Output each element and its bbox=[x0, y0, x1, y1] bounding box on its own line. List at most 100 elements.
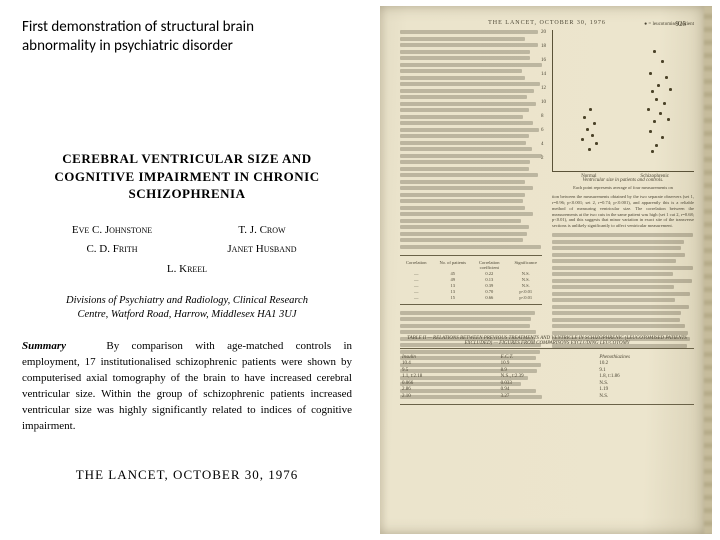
table-row: — 450.22 N.S. bbox=[400, 271, 542, 276]
body-text-line bbox=[552, 305, 689, 309]
scanned-page: THE LANCET, OCTOBER 30, 1976 925 Correla… bbox=[380, 6, 712, 534]
td: N.S. bbox=[510, 271, 543, 276]
chart-x-label: Schizophrenic bbox=[640, 174, 669, 179]
affiliation-line: Centre, Watford Road, Harrow, Middlesex … bbox=[77, 309, 296, 320]
table-row: —130.70p<0.01 bbox=[400, 289, 542, 294]
table-col: Insulin10.49.51.1, t:2.180.0662.862.10 bbox=[402, 353, 495, 400]
body-text-line bbox=[400, 56, 530, 60]
chart-y-tick: 18 bbox=[541, 44, 546, 49]
td: 13 bbox=[437, 289, 470, 294]
body-text-line bbox=[400, 324, 530, 328]
td: 0.22 bbox=[473, 271, 506, 276]
chart-y-tick: 2 bbox=[541, 156, 544, 161]
body-text-line bbox=[400, 37, 525, 41]
author: Eve C. Johnstone bbox=[37, 221, 187, 241]
td: — bbox=[400, 295, 433, 300]
td: 3.27 bbox=[501, 394, 594, 399]
body-text-line bbox=[552, 253, 685, 257]
td: 10.4 bbox=[402, 361, 495, 366]
journal-date: THE LANCET, OCTOBER 30, 1976 bbox=[22, 467, 352, 483]
chart-y-tick: 12 bbox=[541, 86, 546, 91]
td: — bbox=[400, 283, 433, 288]
author: T. J. Crow bbox=[187, 221, 337, 241]
td: 1.19 bbox=[599, 387, 692, 392]
scan-table-1: Correlation No. of patients Correlation … bbox=[400, 255, 542, 305]
body-text-line bbox=[400, 89, 534, 93]
chart-point bbox=[655, 144, 658, 147]
chart-y-tick: 6 bbox=[541, 128, 544, 133]
body-text-line bbox=[400, 69, 522, 73]
chart-y-tick: 10 bbox=[541, 100, 546, 105]
body-text-line bbox=[552, 279, 692, 283]
td: 1.1, t:2.18 bbox=[402, 374, 495, 379]
title-line: COGNITIVE IMPAIRMENT IN CHRONIC bbox=[54, 169, 319, 184]
chart-point bbox=[586, 128, 589, 131]
body-text-line bbox=[400, 128, 539, 132]
body-text-line bbox=[400, 186, 533, 190]
th: No. of patients bbox=[437, 260, 470, 270]
chart-caption: Ventricular size in patients and control… bbox=[552, 178, 694, 183]
td: N.S. bbox=[510, 277, 543, 282]
chart-point bbox=[649, 72, 652, 75]
body-text-line bbox=[400, 115, 523, 119]
chart-point bbox=[588, 148, 591, 151]
body-text-line bbox=[400, 330, 536, 334]
chart-point bbox=[659, 112, 662, 115]
td: 45 bbox=[437, 271, 470, 276]
table-col: Phenothiazines10.29.11.8, t:1.86N.S.1.19… bbox=[599, 353, 692, 400]
td: 1.8, t:1.86 bbox=[599, 374, 692, 379]
td: 0.13 bbox=[473, 277, 506, 282]
td: — bbox=[400, 289, 433, 294]
td: 10.9 bbox=[501, 361, 594, 366]
body-text-line bbox=[552, 318, 680, 322]
chart-point bbox=[651, 150, 654, 153]
summary-text: By comparison with age-matched controls … bbox=[22, 340, 352, 432]
title-line: CEREBRAL VENTRICULAR SIZE AND bbox=[62, 151, 311, 166]
body-text-line bbox=[400, 76, 525, 80]
author: Janet Husband bbox=[187, 240, 337, 260]
td: N.S. bbox=[510, 283, 543, 288]
affiliation: Divisions of Psychiatry and Radiology, C… bbox=[22, 294, 352, 321]
chart-y-tick: 8 bbox=[541, 114, 544, 119]
chart-point bbox=[591, 134, 594, 137]
scan-table-2: Insulin10.49.51.1, t:2.180.0662.862.10 E… bbox=[400, 348, 694, 405]
body-text-line bbox=[400, 95, 527, 99]
body-text-line bbox=[552, 285, 674, 289]
td: — bbox=[400, 271, 433, 276]
chart-point bbox=[649, 130, 652, 133]
table-row: —130.39N.S. bbox=[400, 283, 542, 288]
table-group-header: Phenothiazines bbox=[599, 355, 692, 360]
body-text-line bbox=[400, 206, 525, 210]
paper-title: CEREBRAL VENTRICULAR SIZE AND COGNITIVE … bbox=[22, 150, 352, 203]
th: Correlation bbox=[400, 260, 433, 270]
td: N.S., t:2.39 bbox=[501, 374, 594, 379]
body-text-line bbox=[400, 160, 530, 164]
chart-point bbox=[653, 120, 656, 123]
ventricular-size-chart: ● = leucotomised patient 201816141210864… bbox=[552, 30, 694, 172]
body-text-line bbox=[552, 324, 685, 328]
chart-point bbox=[661, 60, 664, 63]
body-text-line bbox=[400, 167, 529, 171]
author: L. Kreel bbox=[37, 260, 337, 280]
td: N.S. bbox=[599, 381, 692, 386]
td: 8.9 bbox=[501, 368, 594, 373]
chart-y-tick: 4 bbox=[541, 142, 544, 147]
table-header-row: Correlation No. of patients Correlation … bbox=[400, 260, 542, 270]
chart-point bbox=[667, 118, 670, 121]
td: 0.66 bbox=[473, 295, 506, 300]
scan-right-body: tion between the measurements obtained b… bbox=[552, 194, 694, 229]
table-group-header: E.C.T. bbox=[501, 355, 594, 360]
summary-label: Summary bbox=[22, 340, 66, 352]
td: 9.1 bbox=[599, 368, 692, 373]
table-col: E.C.T.10.98.9N.S., t:2.390.0330.943.27 bbox=[501, 353, 594, 400]
chart-point bbox=[583, 116, 586, 119]
chart-x-label: Normal bbox=[581, 174, 596, 179]
chart-point bbox=[661, 136, 664, 139]
body-text-line bbox=[400, 108, 529, 112]
chart-point bbox=[669, 88, 672, 91]
td: 13 bbox=[437, 283, 470, 288]
scan-right-column: ● = leucotomised patient 201816141210864… bbox=[552, 30, 694, 330]
td: 0.70 bbox=[473, 289, 506, 294]
authors-block: Eve C. Johnstone T. J. Crow C. D. Frith … bbox=[22, 221, 352, 280]
body-text-line bbox=[400, 141, 526, 145]
